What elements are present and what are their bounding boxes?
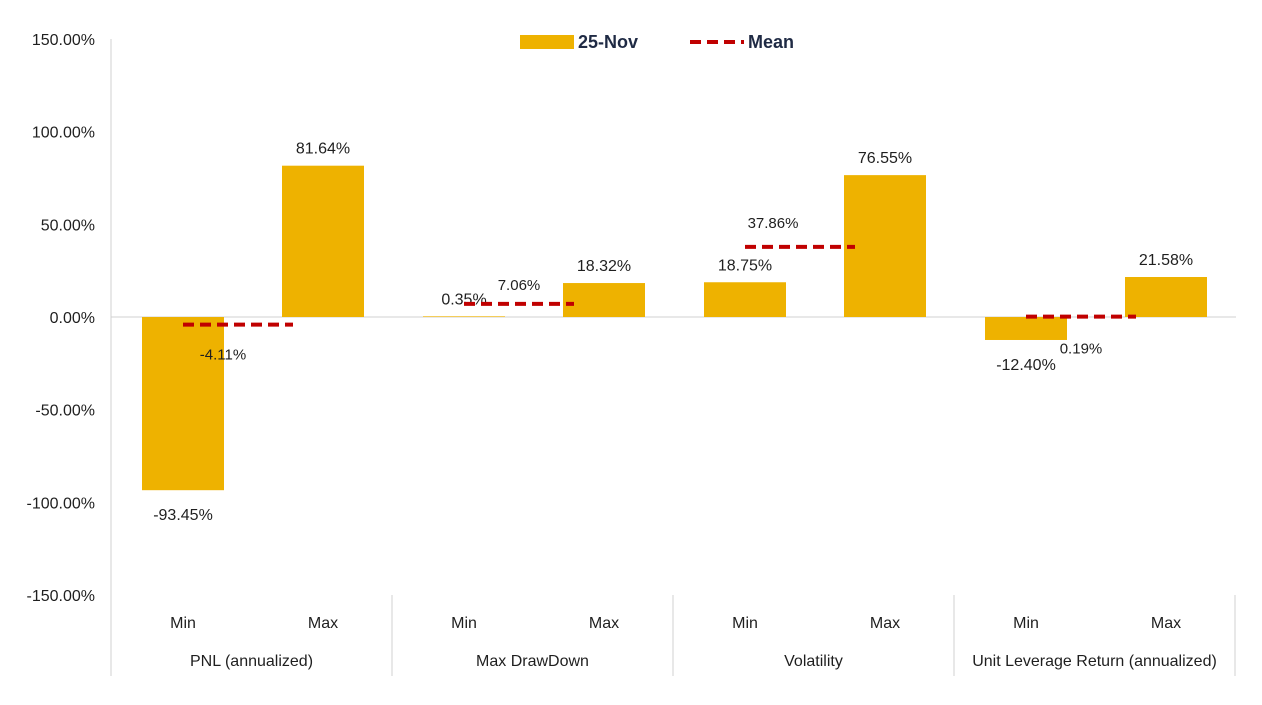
bar-value-label: 18.32% bbox=[577, 258, 631, 275]
bar-value-label: 81.64% bbox=[296, 141, 350, 158]
legend-label-mean: Mean bbox=[748, 32, 794, 52]
bar-value-label: 18.75% bbox=[718, 257, 772, 274]
group-label: Max DrawDown bbox=[476, 653, 589, 670]
mean-value-label: 0.19% bbox=[1060, 341, 1103, 358]
bar-value-label: 21.58% bbox=[1139, 252, 1193, 269]
y-tick-label: 150.00% bbox=[32, 32, 95, 49]
bar-value-label: 0.35% bbox=[441, 291, 486, 308]
bar-min bbox=[704, 282, 786, 317]
legend-label-bar: 25-Nov bbox=[578, 32, 638, 52]
y-tick-label: 100.00% bbox=[32, 125, 95, 142]
mean-value-label: 37.86% bbox=[748, 215, 799, 232]
mean-value-label: -4.11% bbox=[200, 347, 246, 364]
legend-bar-swatch bbox=[520, 35, 574, 49]
group-label: Volatility bbox=[784, 653, 843, 670]
category-label: Min bbox=[451, 615, 477, 632]
y-tick-label: 0.00% bbox=[50, 310, 95, 327]
category-label: Max bbox=[589, 615, 619, 632]
bar-max bbox=[844, 175, 926, 317]
category-label: Min bbox=[170, 615, 196, 632]
mean-value-label: 7.06% bbox=[498, 277, 541, 294]
group-label: Unit Leverage Return (annualized) bbox=[972, 653, 1217, 670]
bar-max bbox=[1125, 277, 1207, 317]
bar-max bbox=[282, 165, 364, 317]
bar-min bbox=[985, 317, 1067, 340]
y-tick-label: 50.00% bbox=[41, 217, 95, 234]
y-tick-label: -150.00% bbox=[27, 588, 96, 605]
bar-value-label: -12.40% bbox=[996, 357, 1056, 374]
bar-max bbox=[563, 283, 645, 317]
y-tick-label: -50.00% bbox=[35, 403, 95, 420]
bar-min bbox=[423, 316, 505, 317]
category-label: Max bbox=[870, 615, 900, 632]
bar-value-label: 76.55% bbox=[858, 150, 912, 167]
group-label: PNL (annualized) bbox=[190, 653, 313, 670]
category-label: Min bbox=[1013, 615, 1039, 632]
category-label: Max bbox=[308, 615, 338, 632]
category-label: Max bbox=[1151, 615, 1181, 632]
category-label: Min bbox=[732, 615, 758, 632]
bar-value-label: -93.45% bbox=[153, 507, 213, 524]
bar-min bbox=[142, 317, 224, 491]
y-tick-label: -100.00% bbox=[27, 495, 96, 512]
